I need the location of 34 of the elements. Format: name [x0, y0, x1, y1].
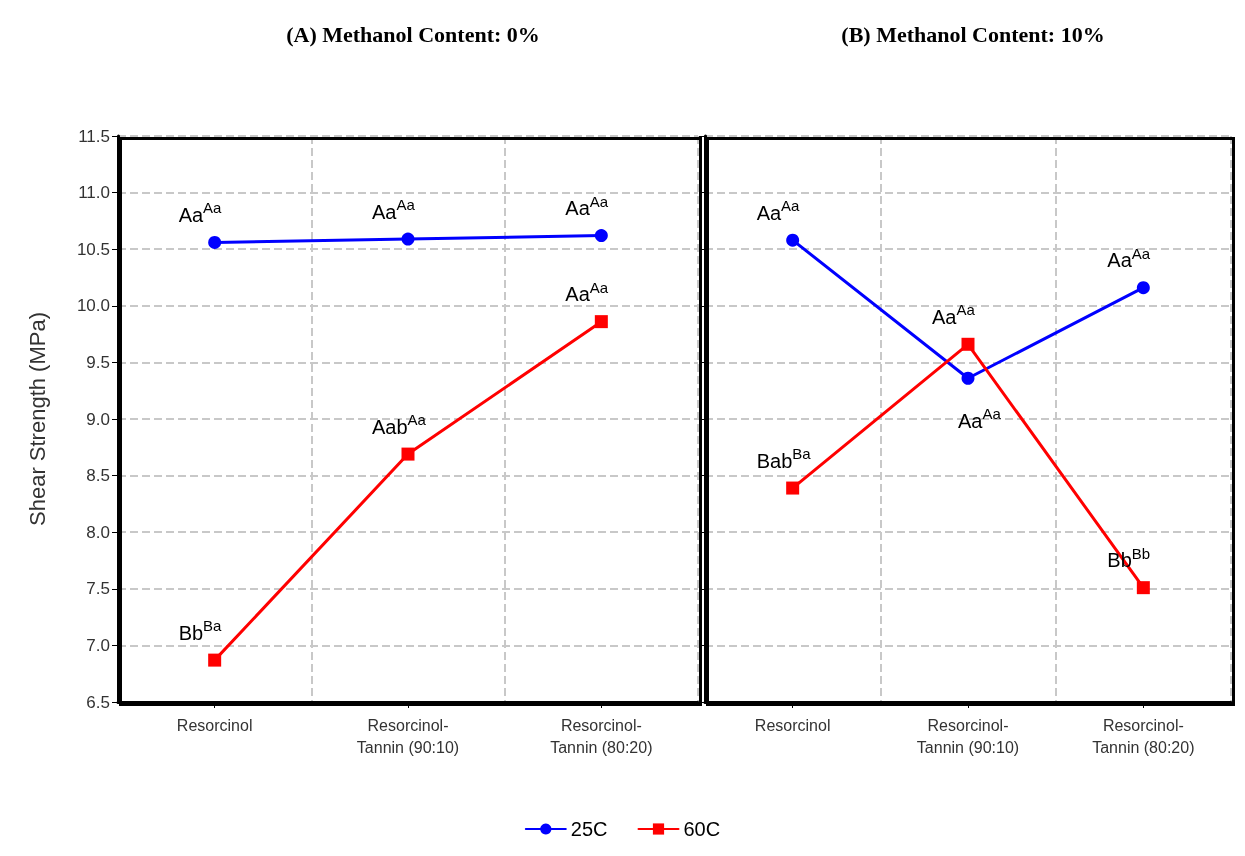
y-tick-label: 8.5: [86, 466, 110, 486]
x-tick-label: Resorcinol- Tannin (80:20): [1092, 716, 1195, 756]
chart-title: (A) Methanol Content: 0%: [286, 21, 540, 47]
y-tick-label: 11.5: [78, 126, 110, 146]
legend-label: 25C: [570, 818, 608, 840]
y-tick-label: 10.0: [76, 296, 110, 316]
x-tick-label: Resorcinol: [754, 716, 831, 734]
x-tick-label: Resorcinol- Tannin (90:10): [356, 716, 460, 756]
y-tick-label: 7.5: [86, 579, 110, 599]
point: [208, 235, 222, 249]
y-axis-title: Shear Strength (MPa): [24, 312, 50, 526]
y-tick-label: 6.5: [86, 692, 110, 712]
point: [786, 481, 800, 495]
point: [401, 232, 415, 246]
point: [786, 233, 800, 247]
x-tick-label: Resorcinol: [176, 716, 253, 734]
point: [401, 447, 415, 461]
point: [594, 229, 608, 243]
point: [594, 315, 608, 329]
point: [1136, 281, 1150, 295]
x-tick-label: Resorcinol- Tannin (90:10): [916, 716, 1020, 756]
y-tick-label: 7.0: [86, 635, 110, 655]
point: [1136, 581, 1150, 595]
point: [961, 337, 975, 351]
y-tick-label: 10.5: [76, 239, 110, 259]
y-tick-label: 9.0: [86, 409, 110, 429]
y-tick-label: 8.0: [86, 522, 110, 542]
chart-title: (B) Methanol Content: 10%: [841, 21, 1105, 47]
point: [961, 371, 975, 385]
legend-label: 60C: [683, 818, 721, 840]
point: [208, 653, 222, 667]
x-tick-label: Resorcinol- Tannin (80:20): [550, 716, 653, 756]
y-tick-label: 9.5: [86, 352, 110, 372]
y-tick-label: 11.0: [78, 183, 110, 203]
